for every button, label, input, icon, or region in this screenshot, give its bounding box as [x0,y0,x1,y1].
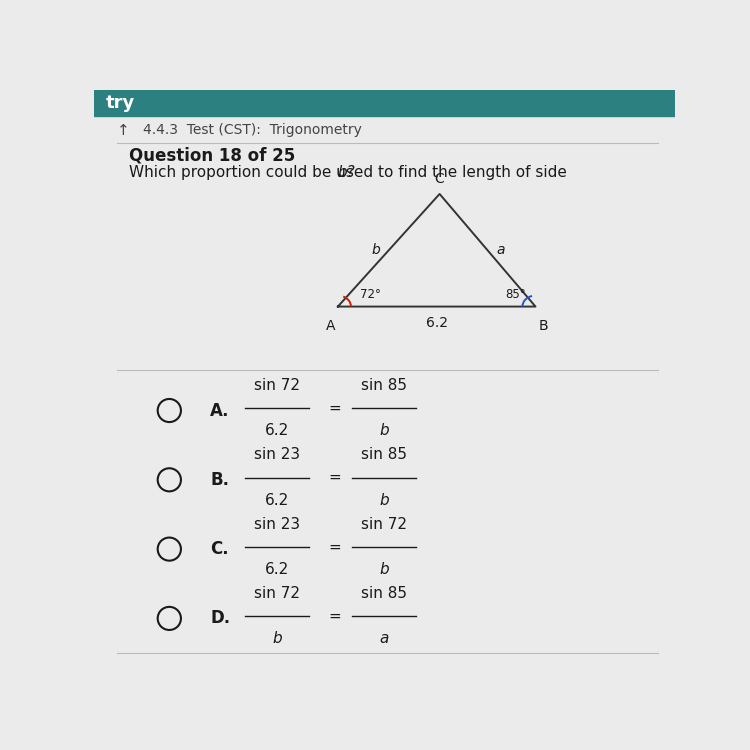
Text: 6.2: 6.2 [265,493,289,508]
Text: b: b [380,493,389,508]
Text: C.: C. [210,540,229,558]
Text: b?: b? [338,164,356,179]
Text: C: C [435,172,445,186]
Text: Question 18 of 25: Question 18 of 25 [129,147,295,165]
Text: 6.2: 6.2 [426,316,448,330]
Text: b: b [380,562,389,577]
Text: A.: A. [210,401,230,419]
Text: sin 85: sin 85 [362,586,407,601]
Text: 72°: 72° [360,288,381,301]
Text: try: try [105,94,135,112]
Text: =: = [328,470,341,485]
Text: b: b [272,631,282,646]
Text: sin 72: sin 72 [362,517,407,532]
Text: B.: B. [210,471,229,489]
Text: a: a [496,243,505,257]
Text: sin 23: sin 23 [254,448,300,463]
Text: 6.2: 6.2 [265,423,289,438]
Text: Which proportion could be used to find the length of side: Which proportion could be used to find t… [129,164,572,179]
Text: =: = [328,400,341,416]
Text: ↑: ↑ [116,123,129,138]
Text: a: a [380,631,389,646]
Text: =: = [328,608,341,623]
Text: b: b [380,423,389,438]
Text: sin 23: sin 23 [254,517,300,532]
Text: D.: D. [210,610,230,628]
Text: sin 85: sin 85 [362,378,407,393]
Text: =: = [328,539,341,554]
Text: A: A [326,320,336,333]
Text: sin 85: sin 85 [362,448,407,463]
Text: 6.2: 6.2 [265,562,289,577]
Bar [94,90,675,116]
Text: 4.4.3  Test (CST):  Trigonometry: 4.4.3 Test (CST): Trigonometry [143,124,362,137]
Text: B: B [538,320,548,333]
Text: 85°: 85° [506,288,526,301]
Text: b: b [371,243,380,257]
Text: sin 72: sin 72 [254,378,300,393]
Text: sin 72: sin 72 [254,586,300,601]
